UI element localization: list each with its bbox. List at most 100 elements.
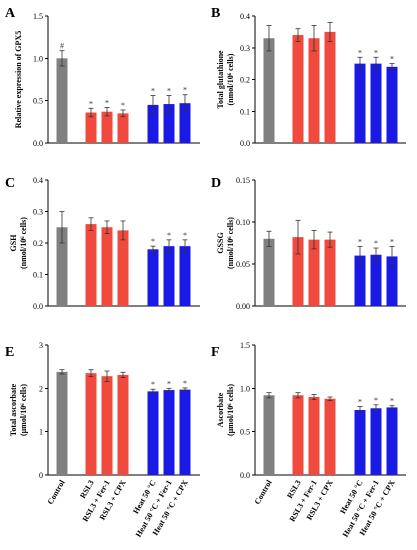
significance-mark: * (390, 55, 394, 64)
bar (179, 389, 191, 475)
bar (386, 66, 398, 143)
bar (101, 111, 113, 143)
bar (308, 239, 320, 306)
bar (85, 373, 97, 475)
y-tick-label: 0.0 (240, 139, 250, 148)
y-axis-title: (nmol/10⁶ cells) (226, 53, 235, 105)
bar (354, 63, 366, 143)
y-tick-label: 0.5 (240, 428, 250, 437)
panel-letter: C (5, 176, 15, 191)
y-tick-label: 0.0 (240, 471, 250, 480)
significance-mark: * (374, 239, 378, 248)
y-axis-title: (μmol/10⁶ cells) (19, 384, 28, 436)
y-tick-label: 0 (39, 471, 43, 480)
y-axis-title: GSH (9, 234, 18, 252)
y-tick-label: 0.15 (236, 176, 250, 185)
significance-mark: * (121, 101, 125, 110)
significance-mark: * (358, 398, 362, 407)
panel-e: E 0 1 2 3 Total ascorbate (μmol/10⁶ cells) * * * C… (5, 341, 200, 539)
panel-a: A 0.0 0.5 1.0 1.5 Relative expression of GPX5… (5, 6, 200, 148)
bar (163, 104, 175, 143)
y-axis-title: Total glutathione (216, 50, 225, 109)
y-tick-label: 0.0 (33, 139, 43, 148)
bar (117, 374, 129, 475)
y-tick-label: 0.1 (33, 271, 43, 280)
y-tick-label: 0.00 (236, 302, 250, 311)
y-axis-title: GSSG (216, 232, 225, 253)
y-tick-label: 0.5 (33, 97, 43, 106)
significance-mark: * (151, 87, 155, 96)
x-tick-label: Control (253, 478, 274, 506)
bar (370, 408, 382, 475)
y-axis-title: (nmol/10⁶ cells) (19, 217, 28, 269)
y-axis-title: (μmol/10⁶ cells) (226, 384, 235, 436)
y-axis-title: Relative expression of GPX5 (14, 31, 23, 128)
bar (370, 254, 382, 306)
bar (56, 227, 68, 306)
significance-mark: * (151, 237, 155, 246)
bar (117, 230, 129, 306)
y-tick-label: 1.5 (33, 12, 43, 21)
y-tick-label: 0.3 (240, 44, 250, 53)
bar (354, 410, 366, 475)
y-tick-label: 0.4 (240, 12, 250, 21)
y-tick-label: 3 (39, 341, 43, 350)
bar (85, 112, 97, 143)
bar (101, 376, 113, 475)
significance-mark: * (167, 379, 171, 388)
panel-c: C 0.0 0.1 0.2 0.3 0.4 GSH (nmol/10⁶ cells) * * * (5, 176, 200, 311)
y-tick-label: 0.2 (240, 76, 250, 85)
bar (163, 246, 175, 306)
y-tick-label: 1 (39, 428, 43, 437)
significance-mark: * (390, 397, 394, 406)
y-axis-title: Ascorbate (216, 392, 225, 427)
bar (179, 103, 191, 143)
panel-b: B 0.0 0.1 0.2 0.3 0.4 Total glutathione (nmol/1… (211, 6, 406, 148)
y-tick-label: 0.0 (33, 302, 43, 311)
significance-mark: * (183, 86, 187, 95)
significance-mark: * (390, 237, 394, 246)
significance-mark: * (183, 379, 187, 388)
bar (308, 38, 320, 143)
y-axis-title: (nmol/10⁶ cells) (226, 217, 235, 269)
significance-mark: * (374, 48, 378, 57)
bar (179, 246, 191, 306)
bar (292, 35, 304, 143)
bar (354, 255, 366, 306)
significance-mark: * (183, 231, 187, 240)
y-tick-label: 0.2 (33, 239, 43, 248)
bar (147, 391, 159, 475)
y-tick-label: 1.5 (240, 341, 250, 350)
y-tick-label: 0.10 (236, 218, 250, 227)
y-tick-label: 0.1 (240, 107, 250, 116)
bar (386, 256, 398, 306)
bar (324, 31, 336, 143)
bar (292, 237, 304, 306)
bar (147, 104, 159, 143)
y-tick-label: 0.3 (33, 208, 43, 217)
x-tick-label: Control (46, 478, 67, 506)
bar (263, 38, 275, 143)
bar (56, 58, 68, 144)
significance-mark: * (151, 380, 155, 389)
significance-mark: * (89, 99, 93, 108)
panel-letter: E (5, 345, 14, 360)
panel-f: F 0.0 0.5 1.0 1.5 Ascorbate (μmol/10⁶ cells) * *… (211, 341, 406, 539)
y-axis-title: Total ascorbate (9, 383, 18, 436)
y-tick-label: 0.4 (33, 176, 43, 185)
panel-d: D 0.00 0.05 0.10 0.15 GSSG (nmol/10⁶ cells) * * * (211, 176, 406, 311)
bar (85, 224, 97, 306)
y-tick-label: 0.05 (236, 260, 250, 269)
bar (101, 227, 113, 306)
significance-mark: * (167, 87, 171, 96)
bar (370, 63, 382, 143)
bar (163, 390, 175, 475)
panel-letter: A (5, 6, 16, 21)
panel-letter: F (211, 345, 220, 360)
significance-mark: * (358, 237, 362, 246)
y-tick-label: 2 (39, 384, 43, 393)
bar (117, 113, 129, 143)
y-tick-label: 1.0 (33, 54, 43, 63)
significance-mark: * (167, 231, 171, 240)
